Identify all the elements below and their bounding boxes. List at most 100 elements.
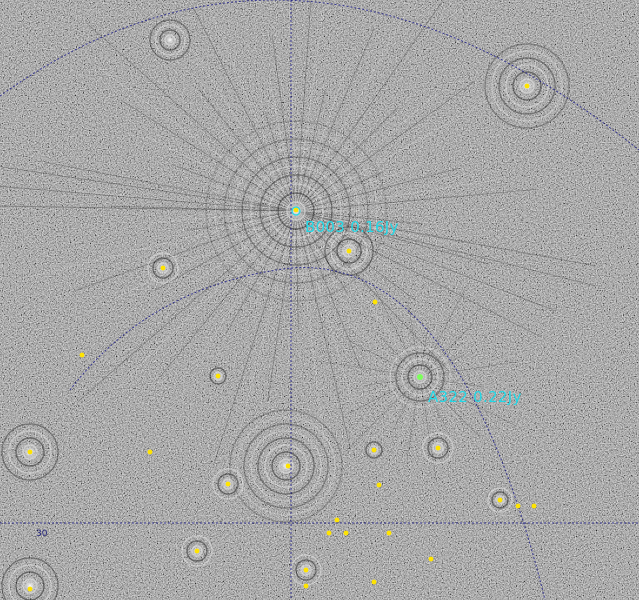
sidelobe-ring — [491, 491, 509, 509]
ray-line — [347, 376, 421, 415]
sidelobe-ring — [191, 545, 203, 557]
ray-line — [295, 171, 383, 212]
sidelobe-ring — [264, 444, 308, 488]
sidelobe-ring — [413, 370, 427, 384]
sidelobe-ring — [324, 226, 374, 276]
sidelobe-ring — [22, 578, 38, 594]
ray-line — [345, 376, 421, 452]
sidelobe-ring — [232, 147, 360, 275]
sidelobe-ring — [186, 540, 208, 562]
ray-line — [41, 161, 297, 212]
ray-line — [192, 210, 297, 285]
ray-line — [205, 0, 297, 212]
ray-line — [288, 0, 297, 212]
ray-line — [186, 210, 297, 232]
sidelobe-ring — [512, 71, 542, 101]
ray-line — [86, 23, 297, 212]
sidelobe-ring — [1, 423, 59, 481]
ray-line — [295, 210, 451, 373]
sidelobe-ring — [229, 409, 343, 523]
sidelobe-ring — [271, 451, 301, 481]
ray-line — [216, 123, 297, 212]
ray-streak — [295, 210, 597, 287]
ray-line — [419, 376, 484, 465]
ray-line — [204, 182, 297, 212]
source-marker — [386, 530, 392, 536]
ray-line — [295, 210, 456, 417]
catalogue-marker — [291, 206, 301, 216]
ray-line — [153, 210, 297, 292]
sidelobe-ring — [213, 371, 223, 381]
ray-line — [295, 80, 475, 212]
ray-line — [74, 190, 297, 212]
ray-line — [78, 210, 297, 402]
source-marker — [428, 556, 434, 562]
sidelobe-ring — [277, 192, 315, 230]
source-marker — [372, 299, 378, 305]
ray-line — [253, 210, 297, 307]
sidelobe-ring — [164, 34, 176, 46]
ray-line — [72, 210, 297, 292]
sidelobe-ring — [147, 252, 179, 284]
ray-line — [199, 89, 297, 212]
ray-line — [407, 300, 421, 378]
source-glow — [18, 574, 42, 598]
ray-line — [295, 210, 356, 411]
sidelobe-ring — [159, 29, 181, 51]
grid-arc-outer — [0, 0, 639, 151]
ray-line — [171, 163, 297, 212]
ray-line — [295, 210, 348, 294]
ray-streak — [0, 205, 297, 212]
ray-line — [148, 210, 297, 223]
source-label-a322: A322 0.22Jy — [428, 388, 522, 406]
sidelobe-ring — [407, 364, 433, 390]
ray-line — [419, 376, 481, 438]
source-marker — [343, 530, 349, 536]
grid-declination-label: 30 — [36, 529, 48, 539]
source-marker — [524, 83, 530, 89]
sidelobe-ring — [222, 478, 234, 490]
sidelobe-ring — [236, 416, 336, 516]
source-marker — [346, 248, 352, 254]
sidelobe-ring — [365, 441, 383, 459]
sidelobe-ring — [278, 458, 294, 474]
ray-line — [295, 210, 331, 491]
ray-line — [295, 124, 365, 212]
sidelobe-ring — [427, 437, 449, 459]
source-marker — [27, 449, 33, 455]
ray-line — [192, 49, 297, 212]
ray-line — [295, 210, 457, 245]
sidelobe-ring — [268, 183, 324, 239]
sidelobe-ring — [149, 19, 191, 61]
ray-line — [295, 89, 326, 212]
ray-line — [373, 313, 421, 378]
sidelobe-ring — [217, 473, 239, 495]
sidelobe-ring — [241, 156, 351, 266]
ray-line — [295, 0, 444, 212]
source-marker — [435, 445, 441, 451]
ray-line — [295, 210, 351, 450]
sidelobe-ring — [505, 64, 549, 108]
sidelobe-ring — [152, 257, 174, 279]
sidelobe-ring — [330, 232, 368, 270]
sidelobe-ring — [181, 535, 213, 567]
ray-line — [295, 210, 518, 298]
ray-line — [159, 210, 297, 378]
sidelobe-ring — [395, 352, 445, 402]
source-marker — [160, 265, 166, 271]
sidelobe-ring — [250, 430, 322, 502]
ray-line — [295, 210, 541, 338]
ray-line — [295, 164, 420, 212]
ray-line — [419, 288, 466, 378]
sidelobe-ring — [154, 24, 186, 56]
source-marker — [293, 207, 299, 213]
source-marker — [225, 481, 231, 487]
ray-line — [295, 0, 325, 212]
ray-line — [295, 167, 460, 212]
ray-line — [419, 376, 502, 404]
sidelobe-ring — [342, 244, 356, 258]
sidelobe-ring — [369, 445, 379, 455]
